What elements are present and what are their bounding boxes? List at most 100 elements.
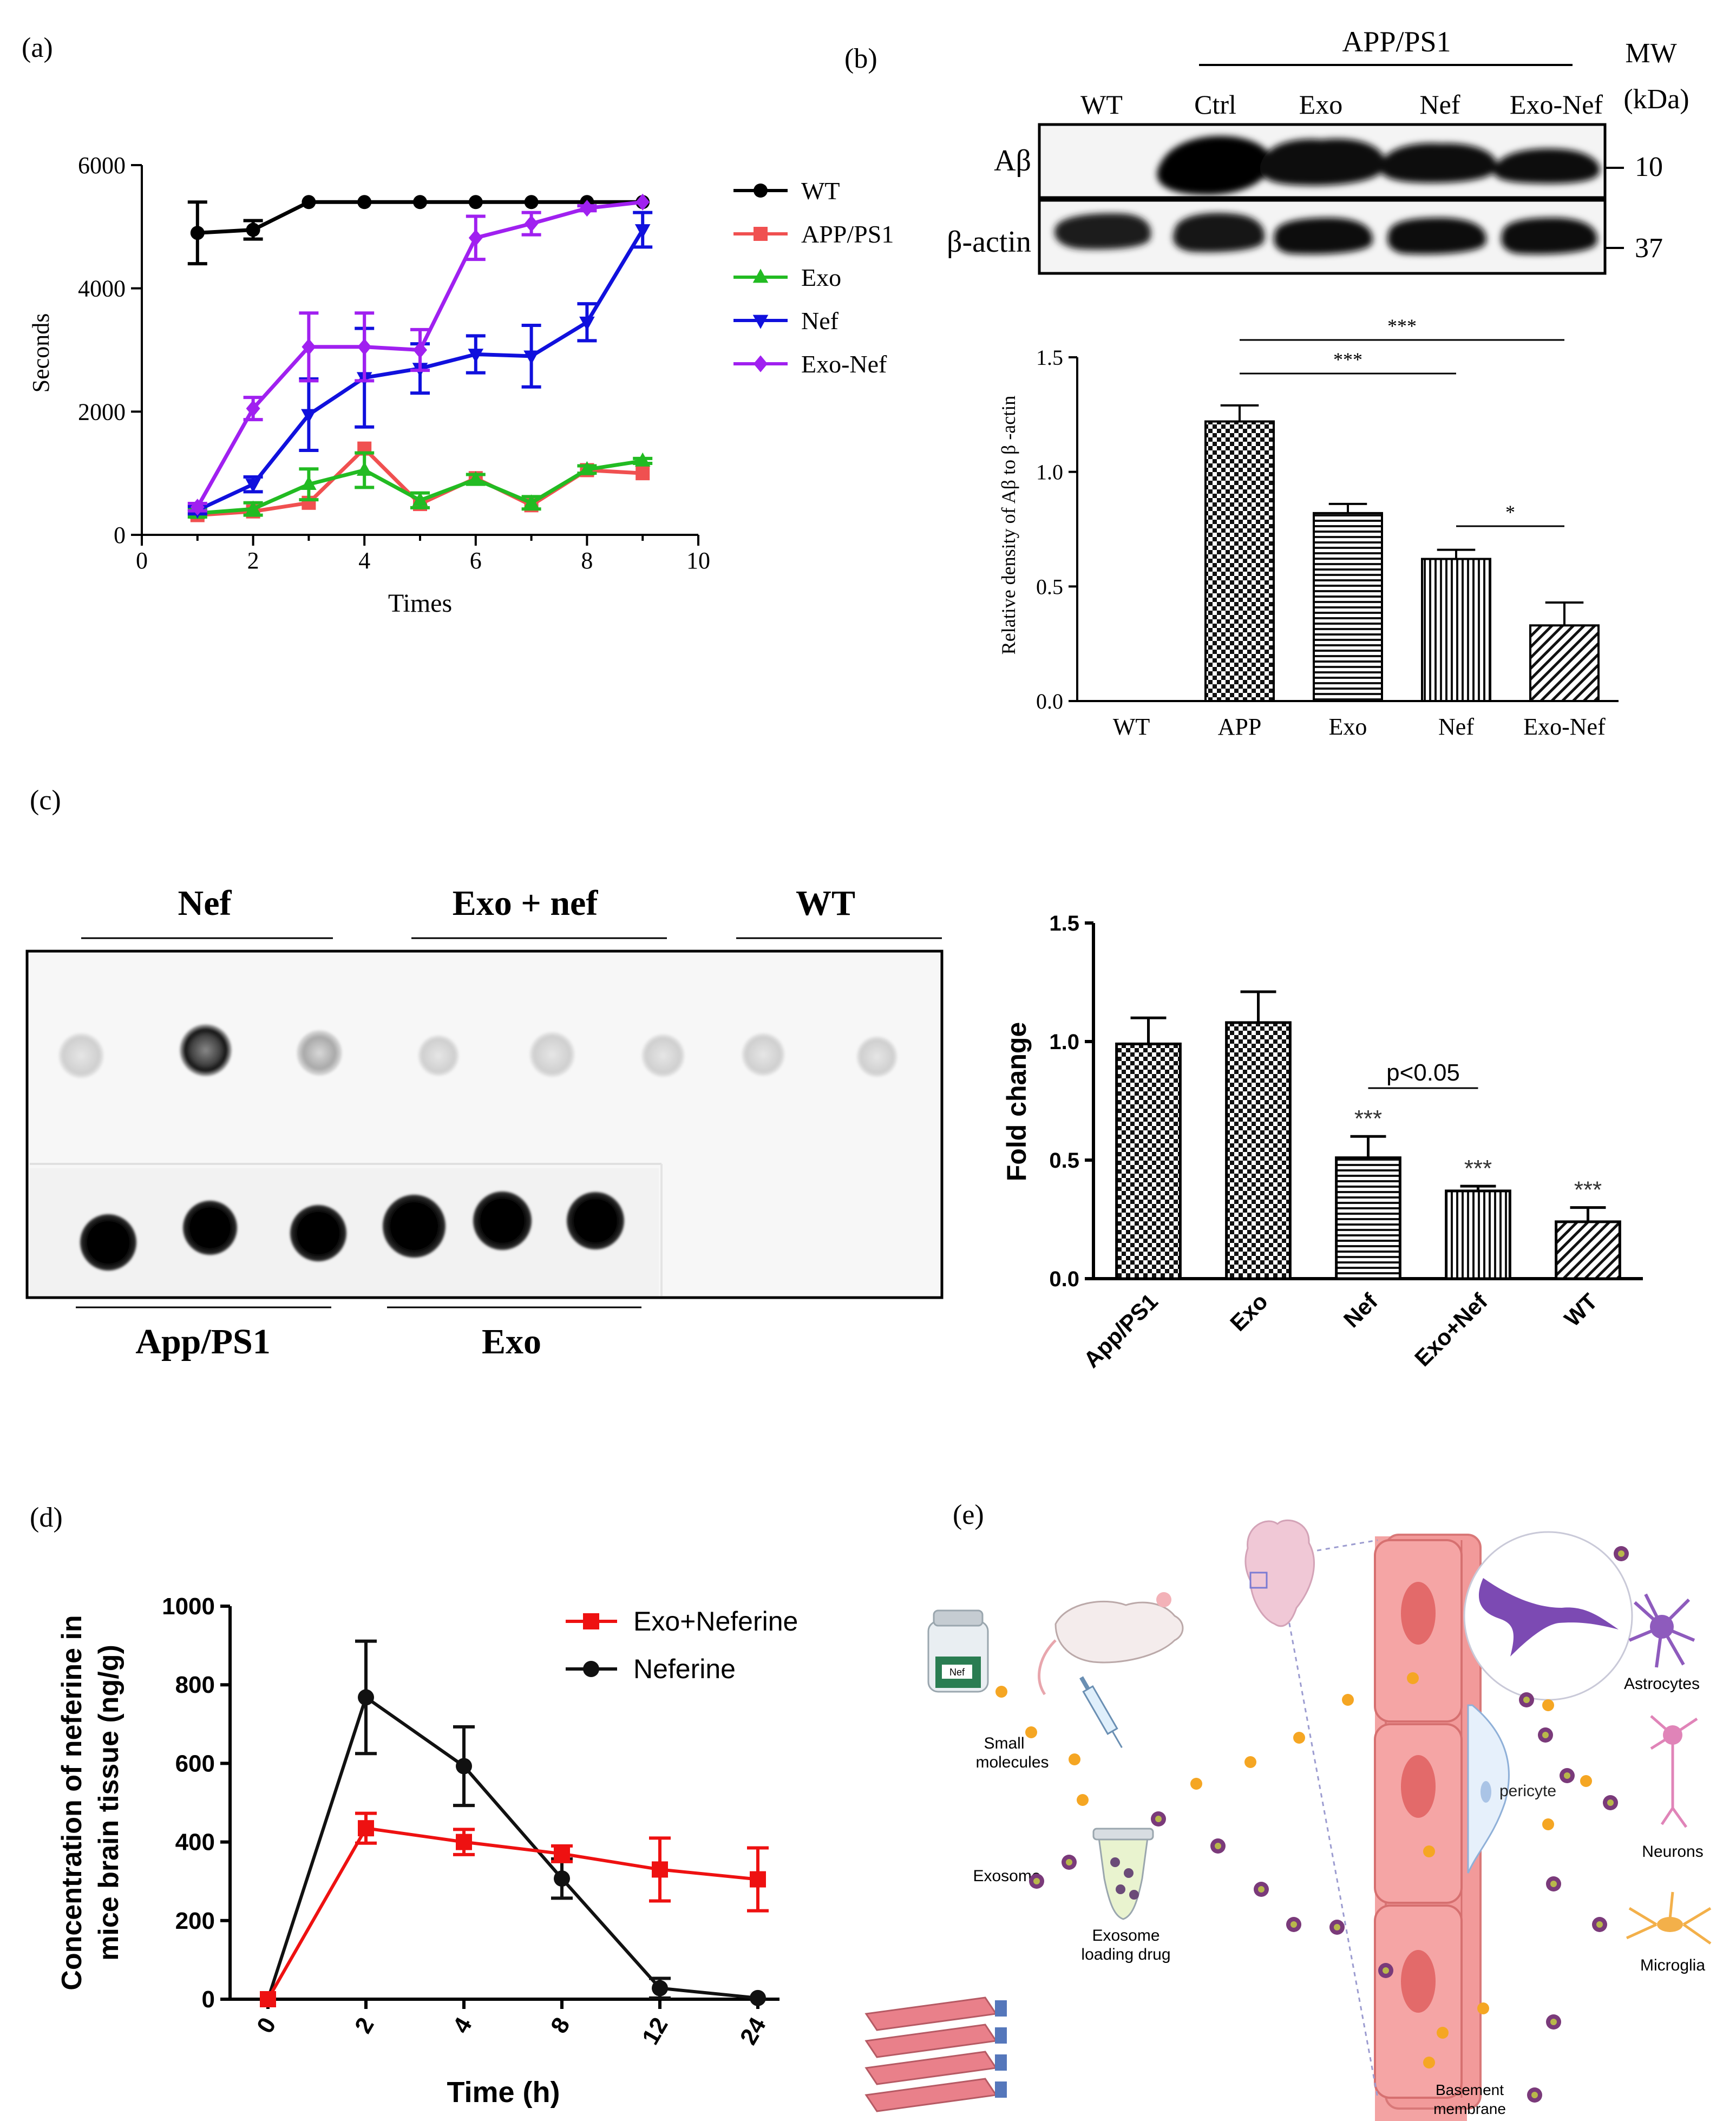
panel-label-d: (d) bbox=[30, 1502, 63, 1533]
chart-a-point bbox=[468, 470, 484, 485]
nucleus-1 bbox=[1401, 1582, 1436, 1645]
chart-c-fold-change: Fold change 0.0 0.5 1.0 1.5 App/PS1 Exo *** Nef… bbox=[1001, 912, 1643, 1372]
chartB-bar bbox=[1204, 420, 1275, 702]
chart-a-point bbox=[302, 195, 316, 210]
blot-band-actin-wt bbox=[1054, 213, 1151, 250]
label-loading-drug: loading drug bbox=[1081, 1946, 1170, 1963]
chartC-bar bbox=[1225, 1021, 1292, 1280]
particle-field bbox=[995, 1546, 1629, 2103]
chart-d-series-exo-neferine bbox=[260, 1811, 769, 2007]
chart-d-xtick-label: 12 bbox=[637, 2013, 673, 2050]
label-neurons: Neurons bbox=[1642, 1843, 1703, 1861]
chart-d-point bbox=[554, 1845, 570, 1862]
chartB-category-label: WT bbox=[1113, 713, 1150, 740]
chart-a-legend-label: APP/PS1 bbox=[801, 220, 894, 248]
chartB-ytick-label: 0.5 bbox=[1036, 574, 1063, 599]
dot-blot-c: Nef Exo + nef WT App/PS1 Exo bbox=[25, 883, 944, 1361]
panel-label-b: (b) bbox=[844, 43, 877, 74]
label-exosome-2: Exosome bbox=[1092, 1927, 1159, 1945]
nef-jar-lid bbox=[933, 1609, 984, 1627]
chart-d-ytick-label: 800 bbox=[175, 1672, 215, 1698]
chart-a-point bbox=[579, 461, 595, 475]
small-molecule-particle bbox=[1477, 2002, 1489, 2014]
exosome-cargo bbox=[1607, 1799, 1614, 1806]
exosome-cargo bbox=[1033, 1878, 1040, 1884]
exosome-cargo bbox=[1066, 1859, 1072, 1865]
chartB-ytick-label: 0.0 bbox=[1036, 689, 1063, 713]
exosome-cargo bbox=[1383, 1967, 1389, 1974]
chart-d-ytick-label: 400 bbox=[175, 1829, 215, 1856]
chart-a-point bbox=[357, 195, 372, 210]
chart-a-point bbox=[245, 479, 261, 493]
chartC-bar bbox=[1115, 1042, 1182, 1280]
blot-kda-label: (kDa) bbox=[1623, 84, 1689, 115]
neuron-cell bbox=[1650, 1715, 1698, 1828]
dot-app-1 bbox=[80, 1214, 136, 1271]
chart-d-ylabel-line2: mice brain tissue (ng/g) bbox=[93, 1645, 125, 1961]
chart-d-point bbox=[260, 1991, 276, 2007]
exosome-cargo bbox=[1596, 1921, 1603, 1928]
chartC-bar bbox=[1555, 1220, 1621, 1280]
chart-a-time-course: Seconds Times 0 2000 4000 6000 0 2 4 6 8 10 WT APP/… bbox=[28, 152, 894, 618]
exosome-cargo bbox=[1215, 1843, 1221, 1849]
chart-d-ytick-label: 0 bbox=[202, 1986, 215, 2013]
chartB-ytick-label: 1.5 bbox=[1036, 345, 1063, 370]
chart-a-xtick-label: 6 bbox=[470, 547, 482, 574]
chart-d-xtick-label: 4 bbox=[448, 2013, 477, 2038]
astrocyte-cell bbox=[1628, 1593, 1695, 1668]
exosome-cargo bbox=[1531, 2092, 1538, 2098]
chart-d-point bbox=[652, 1861, 668, 1878]
chart-a-xlabel: Times bbox=[388, 589, 452, 618]
chart-a-point bbox=[301, 476, 317, 490]
chart-d-point bbox=[652, 1980, 668, 1996]
small-molecule-particle bbox=[995, 1686, 1007, 1698]
chartC-star: *** bbox=[1574, 1177, 1602, 1203]
label-small: Small bbox=[984, 1734, 1024, 1752]
chart-a-point bbox=[246, 222, 260, 237]
blot-band-actin-exo bbox=[1274, 218, 1373, 254]
chart-a-legend-label: Exo bbox=[801, 264, 841, 291]
blot-row-actin: β-actin bbox=[947, 225, 1031, 259]
chart-a-point bbox=[413, 341, 427, 359]
chart-a-point bbox=[524, 195, 539, 210]
chart-a-point bbox=[301, 409, 317, 423]
small-molecule-particle bbox=[1423, 2057, 1435, 2068]
syringe-icon bbox=[1079, 1676, 1123, 1749]
dot-nef-2 bbox=[180, 1024, 232, 1076]
exosome-tube bbox=[1098, 1837, 1149, 1920]
chart-a-xtick-label: 2 bbox=[247, 547, 259, 574]
chart-a-point bbox=[190, 226, 205, 240]
chartC-ytick-label: 0.5 bbox=[1049, 1149, 1079, 1173]
dot-app-2 bbox=[183, 1201, 237, 1255]
blot-band-abeta-exo bbox=[1260, 139, 1386, 186]
blot-band-actin-ctrl bbox=[1173, 213, 1265, 252]
chart-d-line bbox=[266, 1826, 758, 2000]
chart-d-ytick-label: 200 bbox=[175, 1908, 215, 1934]
chartC-category-label: App/PS1 bbox=[1079, 1288, 1163, 1372]
chartB-significance-label: *** bbox=[1333, 349, 1362, 370]
chart-a-legend-marker bbox=[752, 315, 769, 329]
chart-a-point bbox=[246, 400, 260, 417]
culture-flasks bbox=[864, 1996, 1007, 2112]
tube-exosome-4 bbox=[1129, 1890, 1139, 1900]
dot-exo-3 bbox=[567, 1192, 624, 1249]
chartC-ytick-label: 0.0 bbox=[1049, 1267, 1079, 1291]
dot-exonef-3 bbox=[641, 1034, 685, 1077]
chart-d-ytick-label: 1000 bbox=[162, 1593, 215, 1620]
chart-d-legend-label: Neferine bbox=[633, 1654, 736, 1684]
dot-wt-2 bbox=[856, 1036, 898, 1077]
chart-a-ytick-label: 6000 bbox=[78, 152, 126, 179]
chart-a-legend-label: WT bbox=[801, 177, 840, 205]
chart-d-legend-label: Exo+Neferine bbox=[633, 1606, 798, 1636]
mouse-ear bbox=[1156, 1592, 1171, 1607]
chart-b-ylabel: Relative density of Aβ to β -actin bbox=[998, 396, 1019, 655]
chart-c-ylabel: Fold change bbox=[1001, 1022, 1032, 1181]
dot-group-exo: Exo bbox=[482, 1322, 541, 1361]
chart-a-legend-marker bbox=[754, 184, 768, 198]
label-basement: Basement bbox=[1436, 2081, 1504, 2098]
chart-a-point bbox=[357, 338, 372, 356]
exosome-cargo bbox=[1258, 1886, 1265, 1893]
chart-d-point bbox=[358, 1820, 374, 1837]
chart-d-xtick-label: 24 bbox=[735, 2013, 771, 2049]
